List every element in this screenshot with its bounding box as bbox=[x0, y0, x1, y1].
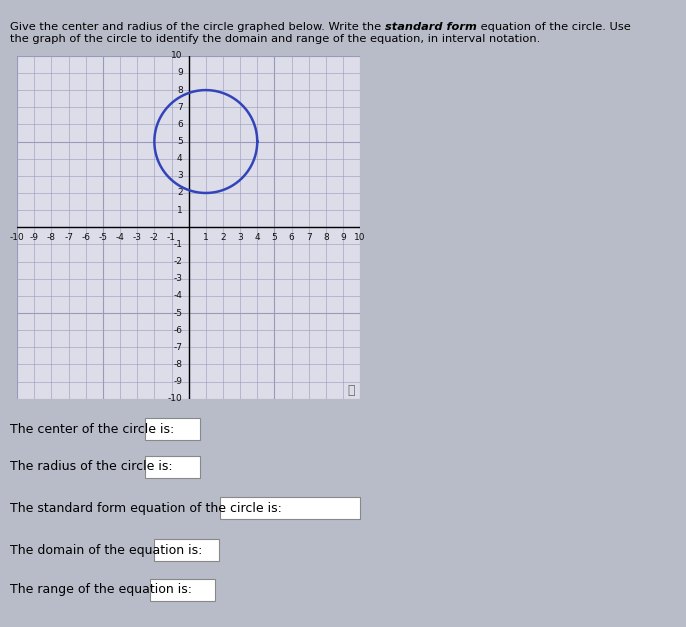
Text: -3: -3 bbox=[132, 233, 142, 242]
FancyBboxPatch shape bbox=[145, 456, 200, 478]
Text: -10: -10 bbox=[168, 394, 182, 403]
Text: 10: 10 bbox=[171, 51, 182, 60]
Text: 9: 9 bbox=[340, 233, 346, 242]
FancyBboxPatch shape bbox=[150, 579, 215, 601]
Text: -2: -2 bbox=[150, 233, 158, 242]
Text: The range of the equation is:: The range of the equation is: bbox=[10, 583, 192, 596]
Text: 8: 8 bbox=[177, 86, 182, 95]
Text: -7: -7 bbox=[174, 343, 182, 352]
Text: -5: -5 bbox=[98, 233, 108, 242]
FancyBboxPatch shape bbox=[145, 418, 200, 441]
Text: 3: 3 bbox=[177, 171, 182, 181]
Text: 1: 1 bbox=[203, 233, 209, 242]
Text: The center of the circle is:: The center of the circle is: bbox=[10, 423, 174, 436]
Text: -2: -2 bbox=[174, 257, 182, 266]
FancyBboxPatch shape bbox=[154, 539, 220, 561]
Text: 4: 4 bbox=[255, 233, 260, 242]
Text: 7: 7 bbox=[306, 233, 311, 242]
Text: 6: 6 bbox=[289, 233, 294, 242]
Text: -1: -1 bbox=[167, 233, 176, 242]
Text: -6: -6 bbox=[174, 325, 182, 335]
Text: The domain of the equation is:: The domain of the equation is: bbox=[10, 544, 202, 557]
Text: 4: 4 bbox=[177, 154, 182, 163]
Text: -9: -9 bbox=[29, 233, 39, 242]
Text: -8: -8 bbox=[47, 233, 56, 242]
Text: The radius of the circle is:: The radius of the circle is: bbox=[10, 460, 173, 473]
Text: 1: 1 bbox=[177, 206, 182, 214]
Text: 7: 7 bbox=[177, 103, 182, 112]
Text: 9: 9 bbox=[177, 68, 182, 78]
Text: -4: -4 bbox=[116, 233, 124, 242]
Text: equation of the circle. Use: equation of the circle. Use bbox=[477, 22, 630, 32]
Text: 5: 5 bbox=[177, 137, 182, 146]
Text: -7: -7 bbox=[64, 233, 73, 242]
Text: 🔍: 🔍 bbox=[348, 384, 355, 397]
FancyBboxPatch shape bbox=[220, 497, 360, 520]
Text: -3: -3 bbox=[174, 274, 182, 283]
Text: 2: 2 bbox=[177, 189, 182, 198]
Text: -9: -9 bbox=[174, 377, 182, 386]
Text: -4: -4 bbox=[174, 292, 182, 300]
Text: The standard form equation of the circle is:: The standard form equation of the circle… bbox=[10, 502, 282, 515]
Text: 2: 2 bbox=[220, 233, 226, 242]
Text: -6: -6 bbox=[81, 233, 91, 242]
Text: 3: 3 bbox=[237, 233, 243, 242]
Text: Give the center and radius of the circle graphed below. Write the: Give the center and radius of the circle… bbox=[10, 22, 385, 32]
Text: 6: 6 bbox=[177, 120, 182, 129]
Text: -5: -5 bbox=[174, 308, 182, 317]
Text: 10: 10 bbox=[355, 233, 366, 242]
Text: -1: -1 bbox=[174, 240, 182, 249]
Text: the graph of the circle to identify the domain and range of the equation, in int: the graph of the circle to identify the … bbox=[10, 34, 541, 45]
Text: standard form: standard form bbox=[385, 22, 477, 32]
Text: -8: -8 bbox=[174, 360, 182, 369]
Text: -10: -10 bbox=[10, 233, 25, 242]
Text: 5: 5 bbox=[272, 233, 277, 242]
Text: 8: 8 bbox=[323, 233, 329, 242]
